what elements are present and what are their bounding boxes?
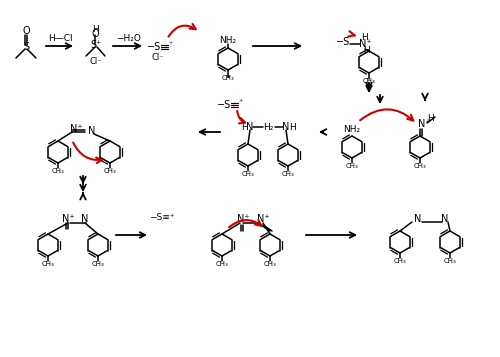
Text: CH₃: CH₃ bbox=[222, 75, 234, 81]
Text: CH₃: CH₃ bbox=[346, 163, 358, 169]
Text: H—Cl: H—Cl bbox=[48, 34, 72, 42]
Text: S: S bbox=[23, 42, 29, 52]
Text: ⁺: ⁺ bbox=[238, 97, 242, 106]
Text: H: H bbox=[364, 45, 370, 55]
Text: −H₂O: −H₂O bbox=[116, 34, 140, 42]
Text: N: N bbox=[414, 214, 422, 224]
Text: CH₃: CH₃ bbox=[242, 171, 254, 177]
Text: H: H bbox=[360, 32, 368, 41]
Text: N: N bbox=[442, 214, 448, 224]
Text: N⁺: N⁺ bbox=[70, 124, 82, 134]
Text: −S: −S bbox=[336, 37, 350, 47]
Text: N⁺: N⁺ bbox=[236, 214, 250, 224]
Text: H: H bbox=[426, 114, 434, 122]
Text: −S: −S bbox=[147, 42, 161, 52]
Text: Cl⁻: Cl⁻ bbox=[90, 56, 102, 65]
Text: N: N bbox=[246, 122, 254, 132]
Text: NH₂: NH₂ bbox=[344, 125, 360, 134]
Text: −S≡⁺: −S≡⁺ bbox=[150, 212, 175, 221]
Text: N⁺: N⁺ bbox=[418, 119, 430, 129]
Text: −S: −S bbox=[217, 100, 231, 110]
Text: N: N bbox=[82, 214, 88, 224]
Text: CH₃: CH₃ bbox=[104, 168, 117, 174]
Text: H: H bbox=[240, 122, 248, 131]
Text: CH₃: CH₃ bbox=[92, 261, 104, 267]
Text: H: H bbox=[92, 25, 98, 34]
Text: N⁺: N⁺ bbox=[62, 214, 74, 224]
Text: S⁺: S⁺ bbox=[90, 40, 102, 50]
Text: CH₃: CH₃ bbox=[362, 78, 376, 84]
Text: CH₃: CH₃ bbox=[264, 261, 276, 267]
Text: CH₃: CH₃ bbox=[444, 258, 456, 264]
Text: CH₃: CH₃ bbox=[42, 261, 54, 267]
Text: CH₃: CH₃ bbox=[282, 171, 294, 177]
Text: ⁺: ⁺ bbox=[168, 40, 172, 49]
Text: O: O bbox=[22, 26, 30, 36]
Text: N⁺: N⁺ bbox=[256, 214, 270, 224]
Text: Cl⁻: Cl⁻ bbox=[152, 52, 164, 61]
Text: N: N bbox=[88, 126, 96, 136]
Text: NH₂: NH₂ bbox=[220, 35, 236, 45]
Text: CH₃: CH₃ bbox=[394, 258, 406, 264]
Text: N⁺: N⁺ bbox=[358, 39, 372, 49]
Text: H: H bbox=[288, 122, 296, 131]
Text: CH₃: CH₃ bbox=[414, 163, 426, 169]
Text: O: O bbox=[91, 29, 99, 39]
Text: CH₃: CH₃ bbox=[216, 261, 228, 267]
Text: CH₃: CH₃ bbox=[52, 168, 64, 174]
Text: H₂: H₂ bbox=[263, 122, 273, 131]
Text: N: N bbox=[282, 122, 290, 132]
